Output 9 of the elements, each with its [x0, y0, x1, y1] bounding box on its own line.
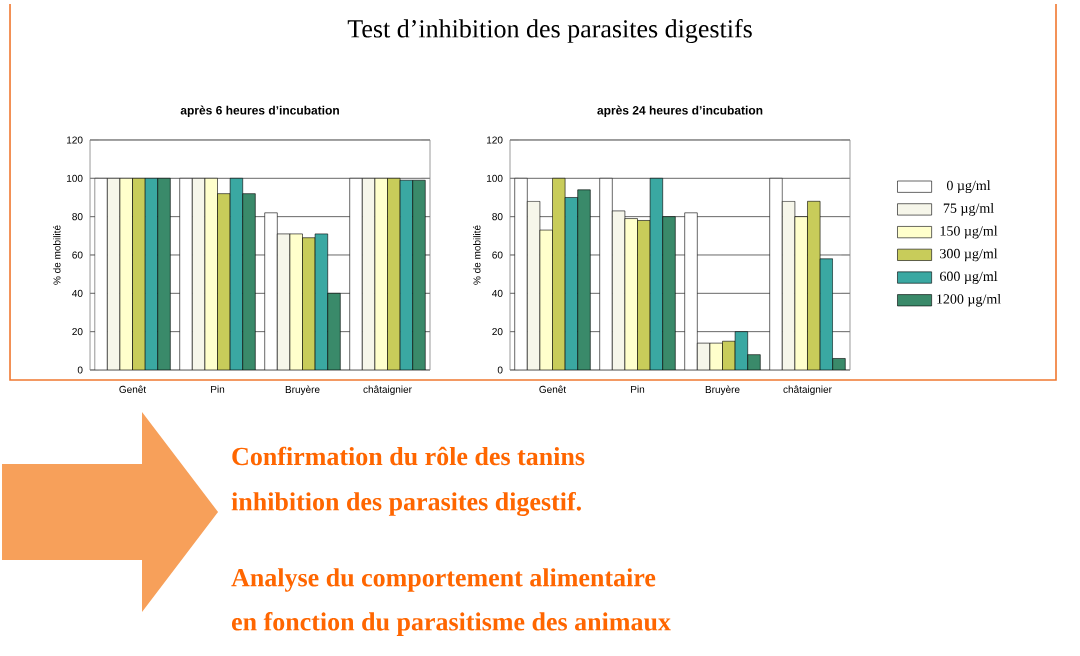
bar [327, 293, 341, 370]
text: Analyse du comportement alimentaire [231, 568, 656, 592]
bar [157, 178, 171, 370]
text: Confirmation du rôle des tanins [232, 446, 585, 466]
text: en fonction du parasitisme des animaux [231, 612, 671, 636]
text: inhibition des parasites digestif. [231, 491, 581, 516]
bar [412, 179, 426, 370]
bar [242, 193, 256, 370]
text: Test d’inhibition des parasites digestifs [347, 19, 752, 43]
